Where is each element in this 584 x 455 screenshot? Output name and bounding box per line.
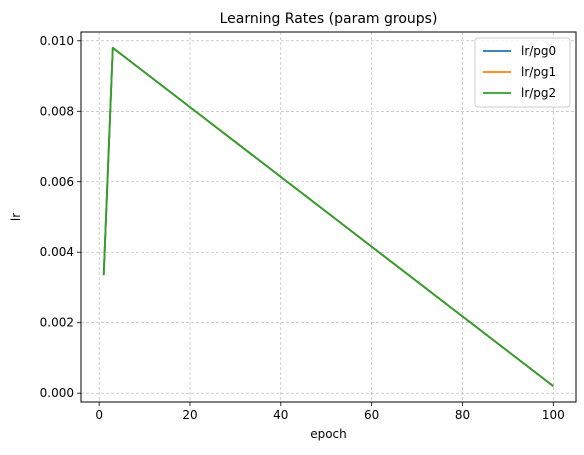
legend-label: lr/pg2 [521,86,556,100]
x-tick-label: 100 [542,408,565,422]
x-axis-ticks: 0 20 40 60 80 100 [95,402,565,422]
x-tick-label: 60 [364,408,379,422]
x-tick-label: 0 [95,408,103,422]
x-tick-label: 40 [273,408,288,422]
legend-label: lr/pg0 [521,44,556,58]
y-tick-label: 0.008 [40,104,74,118]
y-tick-label: 0.002 [40,316,74,330]
x-axis-title: epoch [310,427,347,441]
y-tick-label: 0.010 [40,34,74,48]
y-axis-ticks: 0.000 0.002 0.004 0.006 0.008 0.010 [40,34,81,400]
plot-frame [80,31,577,403]
chart-title: Learning Rates (param groups) [220,11,438,27]
y-tick-label: 0.004 [40,245,74,259]
legend-box [474,37,571,108]
legend: lr/pg0 lr/pg1 lr/pg2 [474,37,571,108]
x-tick-label: 20 [182,408,197,422]
y-axis-title: lr [9,213,23,221]
y-tick-label: 0.000 [40,386,74,400]
series-lines [102,46,554,387]
legend-label: lr/pg1 [521,65,556,79]
x-tick-label: 80 [455,408,470,422]
series-line-pg2 [102,46,554,387]
y-tick-label: 0.006 [40,175,74,189]
